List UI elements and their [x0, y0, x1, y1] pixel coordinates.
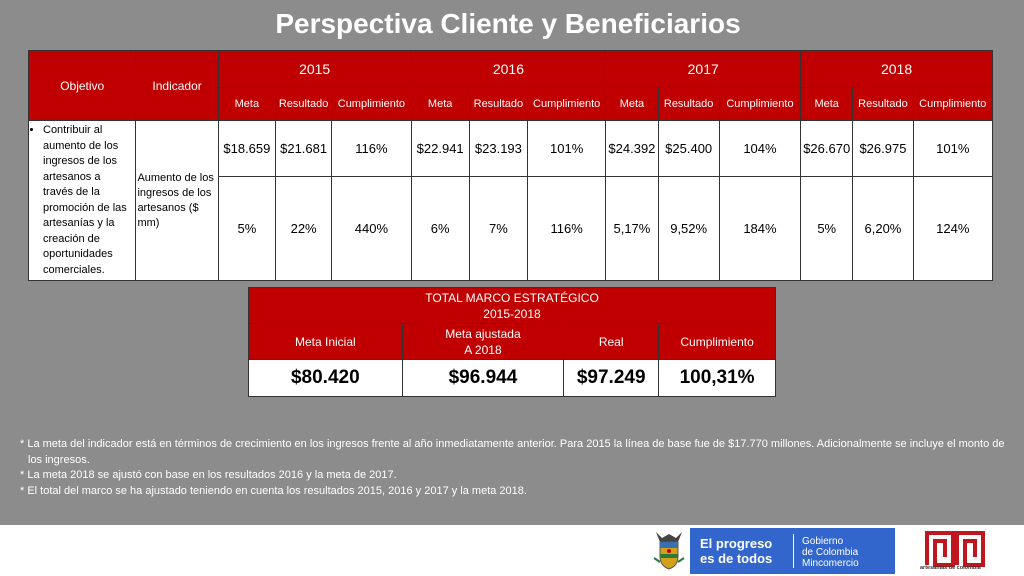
footnotes: * La meta del indicador está en términos… — [20, 437, 1020, 499]
table-cell: 5,17% — [605, 176, 659, 281]
year-header-2017: 2017 — [605, 50, 802, 88]
real-header: Real — [563, 323, 660, 360]
resultado-header: Resultado — [852, 87, 914, 121]
table-cell: $22.941 — [410, 119, 470, 178]
table-cell: 9,52% — [657, 176, 720, 281]
table-row: Contribuir al aumento de los ingresos de… — [27, 119, 994, 281]
gov-line2: de Colombia — [802, 547, 859, 558]
table-cell: $18.659 — [217, 119, 277, 178]
cumplimiento-header: Cumplimiento — [718, 87, 802, 121]
table-cell: 6,20% — [852, 176, 914, 281]
table-cell: 5% — [800, 176, 854, 281]
meta-ajustada-line2: A 2018 — [464, 342, 502, 357]
table-cell: 6% — [410, 176, 470, 281]
table-cell: 7% — [468, 176, 529, 281]
footnote: * La meta 2018 se ajustó con base en los… — [20, 469, 397, 481]
table-cell: 184% — [718, 176, 802, 281]
total-header-row: Meta Inicial Meta ajustada A 2018 Real C… — [248, 323, 776, 360]
cumplimiento-total-header: Cumplimiento — [658, 323, 776, 360]
table-cell: 124% — [912, 176, 994, 281]
resultado-header: Resultado — [657, 87, 720, 121]
table-cell: 101% — [527, 119, 607, 178]
table-cell: 22% — [274, 176, 333, 281]
meta-inicial-value: $80.420 — [248, 359, 403, 397]
table-cell: $26.670 — [800, 119, 854, 178]
total-title-line2: 2015-2018 — [483, 306, 541, 321]
table-cell: 116% — [527, 176, 607, 281]
colombia-coat-of-arms-icon — [653, 532, 685, 570]
table-cell: $25.400 — [657, 119, 720, 178]
strategy-table: Objetivo Indicador 2015 2016 2017 2018 M… — [27, 50, 994, 281]
gov-slogan: El progreso es de todos — [700, 536, 790, 566]
real-value: $97.249 — [563, 359, 660, 397]
gov-line3: Mincomercio — [802, 558, 859, 569]
table-cell: 5% — [217, 176, 277, 281]
indicator-cell: Aumento de los ingresos de los artesanos… — [135, 120, 219, 281]
table-cell: $23.193 — [468, 119, 529, 178]
cumplimiento-total-value: 100,31% — [658, 359, 776, 397]
gov-divider — [793, 534, 794, 568]
indicator-header: Indicador — [135, 50, 219, 121]
meta-ajustada-line1: Meta ajustada — [445, 326, 521, 341]
table-cell: 101% — [912, 119, 994, 178]
table-cell: $24.392 — [605, 119, 659, 178]
slide-title: Perspectiva Cliente y Beneficiarios — [275, 8, 741, 39]
total-title: TOTAL MARCO ESTRATÉGICO 2015-2018 — [248, 287, 776, 324]
total-title-line1: TOTAL MARCO ESTRATÉGICO — [425, 290, 599, 305]
footnote: * El total del marco se ha ajustado teni… — [20, 484, 527, 497]
objective-cell: Contribuir al aumento de los ingresos de… — [27, 120, 137, 281]
objective-header: Objetivo — [27, 50, 137, 121]
gov-line1: Gobierno — [802, 536, 844, 547]
meta-header: Meta — [410, 87, 470, 121]
cumplimiento-header: Cumplimiento — [527, 87, 607, 121]
resultado-header: Resultado — [468, 87, 529, 121]
table-row: 5% 22% 440% 6% 7% 116% 5,17% 9,52% 184% … — [29, 176, 994, 281]
year-header-2016: 2016 — [410, 50, 607, 88]
meta-ajustada-value: $96.944 — [401, 359, 565, 397]
resultado-header: Resultado — [274, 87, 333, 121]
total-framework-table: TOTAL MARCO ESTRATÉGICO 2015-2018 Meta I… — [248, 287, 776, 397]
table-cell: $21.681 — [274, 119, 333, 178]
total-title-row: TOTAL MARCO ESTRATÉGICO 2015-2018 — [248, 287, 776, 324]
year-header-row: Objetivo Indicador 2015 2016 2017 2018 — [27, 50, 993, 121]
table-cell: 104% — [718, 119, 802, 178]
meta-header: Meta — [217, 87, 277, 121]
year-header-2018: 2018 — [800, 50, 993, 88]
government-banner: El progreso es de todos Gobierno de Colo… — [690, 528, 895, 574]
artesanias-de-colombia-logo — [925, 531, 985, 567]
cumplimiento-header: Cumplimiento — [331, 87, 412, 121]
meta-header: Meta — [605, 87, 659, 121]
table-cell: $26.975 — [852, 119, 914, 178]
artesanias-caption: artesanías de colombia — [920, 565, 981, 571]
table-cell: 116% — [331, 119, 412, 178]
gov-entity: Gobierno de Colombia Mincomercio — [802, 536, 892, 569]
footnote: * La meta del indicador está en términos… — [20, 438, 1005, 466]
meta-ajustada-header: Meta ajustada A 2018 — [401, 323, 565, 360]
subheader-row: Meta Resultado Cumplimiento Meta Resulta… — [29, 87, 994, 121]
meta-inicial-header: Meta Inicial — [248, 323, 403, 360]
cumplimiento-header: Cumplimiento — [912, 87, 994, 121]
slogan-line1: El progreso — [700, 536, 773, 551]
objective-text: Contribuir al aumento de los ingresos de… — [43, 123, 133, 278]
table-cell: 440% — [331, 176, 412, 281]
slogan-line2: es de todos — [700, 551, 773, 566]
total-values-row: $80.420 $96.944 $97.249 100,31% — [248, 359, 776, 397]
meta-header: Meta — [800, 87, 854, 121]
year-header-2015: 2015 — [217, 50, 412, 88]
